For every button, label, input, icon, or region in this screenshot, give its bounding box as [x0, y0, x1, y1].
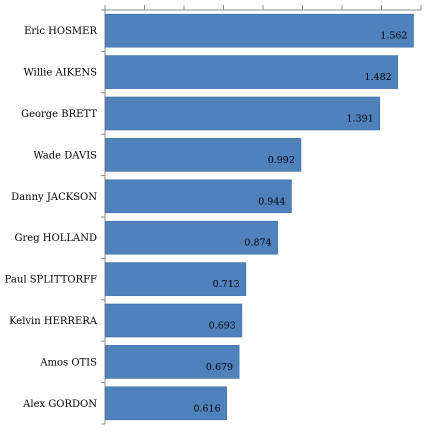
value-label: 1.482	[364, 72, 391, 83]
bar	[105, 96, 381, 131]
value-label: 0.874	[244, 238, 271, 249]
value-label: 0.992	[268, 155, 295, 166]
axis-layer	[101, 5, 422, 425]
category-label: Willie AIKENS	[23, 68, 97, 79]
bar	[105, 13, 414, 48]
bars-layer	[105, 13, 414, 421]
value-label: 1.562	[380, 31, 407, 42]
bar	[105, 303, 243, 338]
labels-layer: Eric HOSMER 1.562 Willie AIKENS 1.482 George…	[5, 26, 408, 414]
category-label: Eric HOSMER	[24, 26, 97, 37]
value-label: 0.679	[206, 362, 233, 373]
bar	[105, 386, 227, 421]
category-label: Wade DAVIS	[33, 150, 97, 161]
value-label: 0.713	[213, 279, 240, 290]
category-label: Kelvin HERRERA	[9, 316, 98, 327]
value-label: 0.944	[258, 196, 285, 207]
bar	[105, 262, 247, 296]
value-label: 1.391	[347, 114, 374, 125]
value-label: 0.693	[209, 321, 236, 332]
bar	[105, 179, 292, 214]
bar	[105, 55, 398, 89]
bar	[105, 220, 278, 255]
category-label: Alex GORDON	[22, 399, 97, 410]
category-label: Paul SPLITTORFF	[5, 275, 97, 286]
category-label: George BRETT	[21, 109, 97, 120]
bar	[105, 138, 302, 172]
value-label: 0.616	[193, 403, 220, 414]
category-label: Amos OTIS	[39, 357, 97, 368]
category-label: Danny JACKSON	[11, 192, 97, 203]
bar	[105, 345, 240, 379]
category-label: Greg HOLLAND	[15, 233, 97, 244]
